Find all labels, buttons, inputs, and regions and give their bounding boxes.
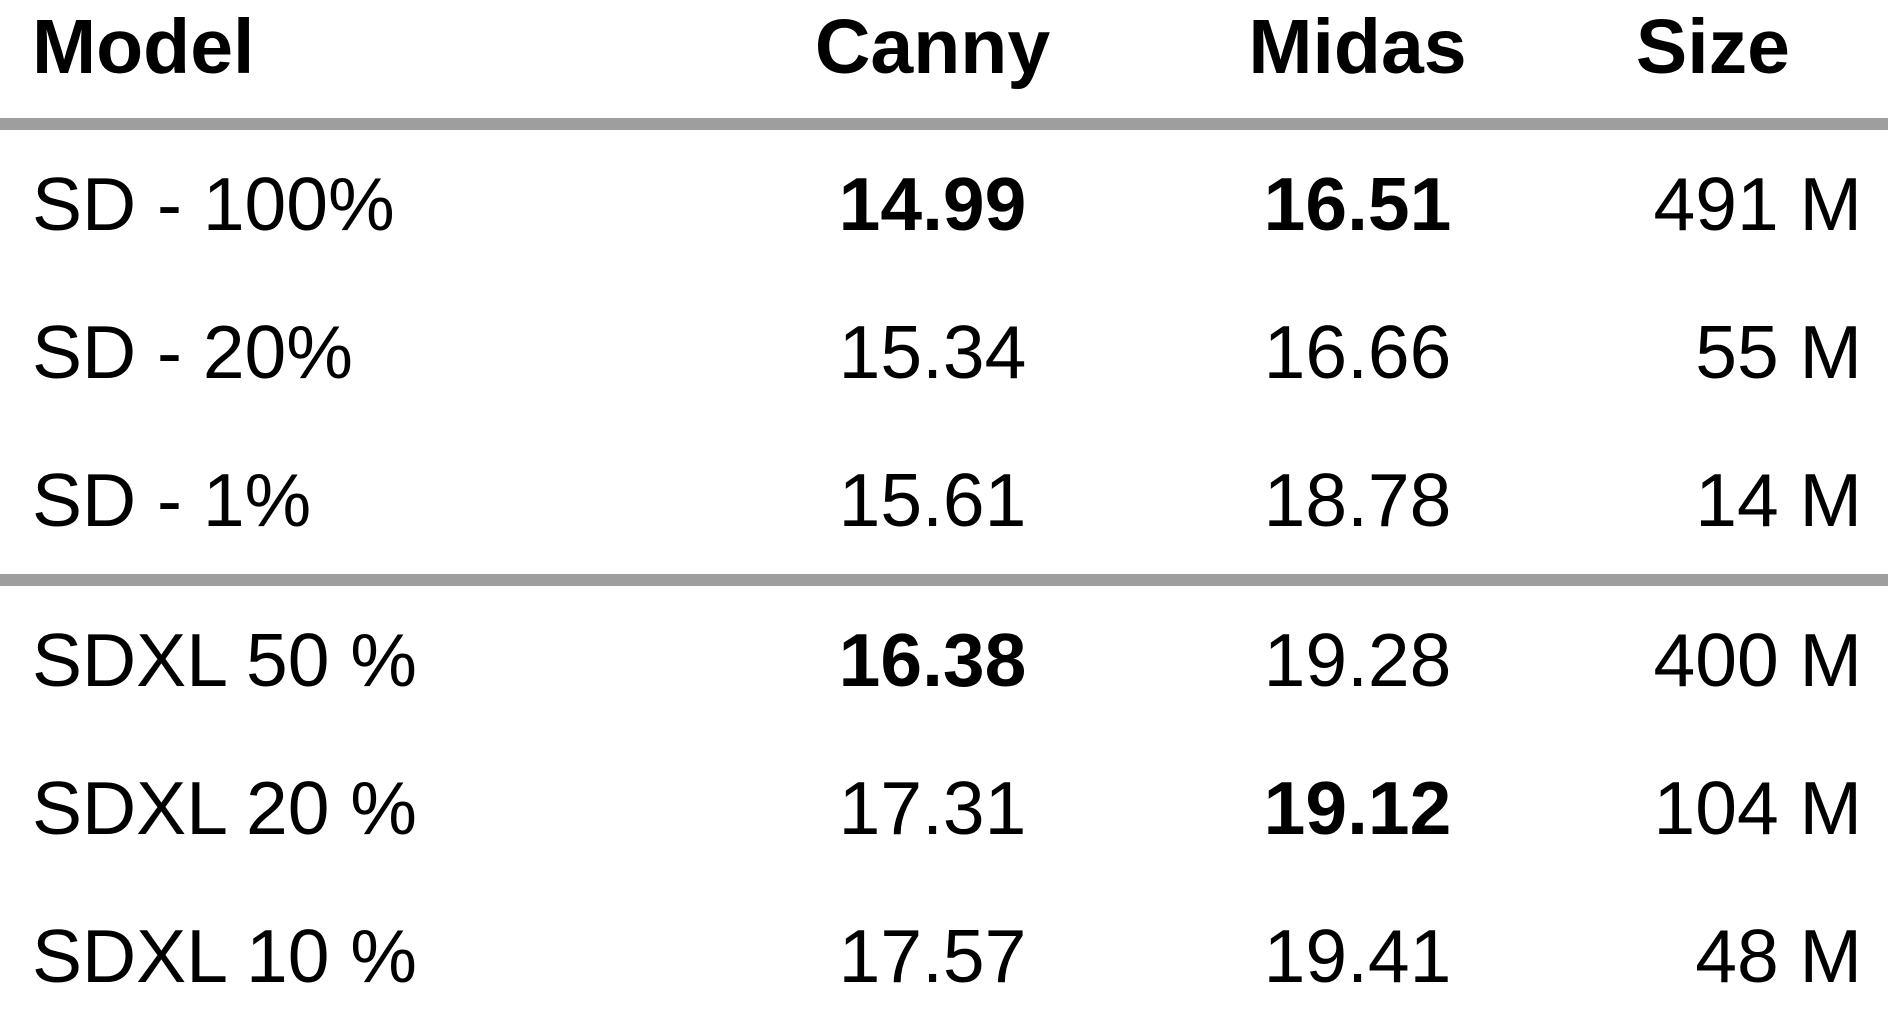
table-row: SD - 1% 15.61 18.78 14 M [0,426,1888,574]
table-group-sd: SD - 100% 14.99 16.51 491 M SD - 20% 15.34 16.… [0,130,1888,574]
header-midas: Midas [1248,4,1467,90]
cell-model: SDXL 10 % [32,914,417,998]
cell-model: SD - 20% [32,310,353,394]
header-model: Model [32,4,255,90]
cell-model: SDXL 20 % [32,766,417,850]
table-row: SD - 100% 14.99 16.51 491 M [0,130,1888,278]
cell-model: SDXL 50 % [32,618,417,702]
cell-canny: 14.99 [838,162,1027,246]
cell-canny: 15.34 [838,310,1027,394]
cell-size: 491 M [1653,162,1862,246]
table-row: SDXL 20 % 17.31 19.12 104 M [0,734,1888,882]
header-size: Size [1635,4,1790,90]
table-row: SDXL 50 % 16.38 19.28 400 M [0,586,1888,734]
cell-size: 104 M [1653,766,1862,850]
cell-midas: 19.28 [1263,618,1452,702]
cell-size: 14 M [1695,458,1862,542]
cell-midas: 19.12 [1263,766,1452,850]
header-canny: Canny [814,4,1051,90]
cell-size: 400 M [1653,618,1862,702]
table-group-sdxl: SDXL 50 % 16.38 19.28 400 M SDXL 20 % 17.31 19… [0,586,1888,1030]
cell-canny: 16.38 [838,618,1027,702]
cell-midas: 16.51 [1263,162,1452,246]
cell-canny: 15.61 [838,458,1027,542]
cell-midas: 16.66 [1263,310,1452,394]
cell-model: SD - 100% [32,162,395,246]
cell-canny: 17.57 [838,914,1027,998]
table-row: SD - 20% 15.34 16.66 55 M [0,278,1888,426]
cell-model: SD - 1% [32,458,312,542]
cell-size: 55 M [1695,310,1862,394]
cell-canny: 17.31 [838,766,1027,850]
header-rule [0,118,1888,130]
cell-size: 48 M [1695,914,1862,998]
cell-midas: 19.41 [1263,914,1452,998]
table-row: SDXL 10 % 17.57 19.41 48 M [0,882,1888,1030]
group-separator-rule [0,574,1888,586]
cell-midas: 18.78 [1263,458,1452,542]
table-header-row: Model Canny Midas Size [0,0,1888,118]
